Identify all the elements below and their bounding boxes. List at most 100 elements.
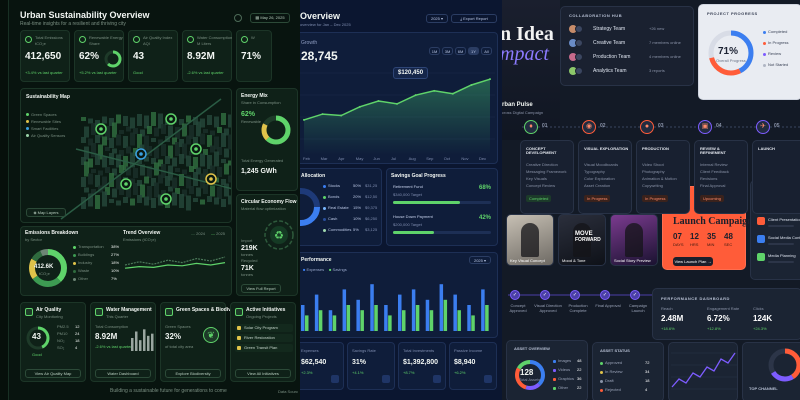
emissions-slice[interactable] xyxy=(29,249,67,287)
performance-bar[interactable] xyxy=(314,294,319,331)
asset-slice[interactable] xyxy=(515,360,545,390)
growth-point[interactable] xyxy=(303,118,305,121)
task-checkbox[interactable] xyxy=(768,225,794,227)
performance-bar[interactable] xyxy=(346,305,351,331)
year-select[interactable]: 2025 ▾ xyxy=(426,14,448,23)
step-card[interactable]: PRODUCTION Video Shoot Photography Animatio… xyxy=(636,140,690,214)
growth-point[interactable] xyxy=(451,92,454,95)
performance-bar[interactable] xyxy=(301,305,305,331)
performance-bar[interactable] xyxy=(318,310,323,331)
performance-bar[interactable] xyxy=(411,289,416,331)
growth-point[interactable] xyxy=(377,100,380,102)
milestone-icon[interactable]: ✓ xyxy=(510,290,520,300)
step-card[interactable]: VISUAL EXPLORATION Visual Moodboards Typog… xyxy=(578,140,632,214)
map-legend-item[interactable]: Renewable Sites xyxy=(26,110,61,128)
period-tab[interactable]: 3M xyxy=(442,47,453,55)
map-layers-button[interactable]: ◈ Map Layers xyxy=(26,208,66,217)
step-icon[interactable]: ● xyxy=(640,120,654,134)
milestone-icon[interactable]: ✓ xyxy=(570,290,580,300)
asset-slice[interactable] xyxy=(515,360,545,390)
map-legend-item[interactable]: Green Spaces xyxy=(26,103,57,121)
emissions-slice[interactable] xyxy=(29,249,67,287)
performance-bar[interactable] xyxy=(332,315,337,331)
performance-bar[interactable] xyxy=(360,310,364,331)
performance-bar[interactable] xyxy=(384,305,388,331)
performance-year-select[interactable]: 2025 ▾ xyxy=(469,256,491,264)
performance-bar[interactable] xyxy=(457,310,461,331)
visual-tile[interactable]: Key Visual Concept xyxy=(506,214,554,266)
initiative-item[interactable]: Solar City Program xyxy=(235,324,293,332)
kpi-card[interactable]: W 71% xyxy=(236,30,272,82)
milestone-icon[interactable]: ✓ xyxy=(600,290,610,300)
performance-bar[interactable] xyxy=(402,310,406,331)
kpi-card[interactable]: Total Emissions tCO₂e 412,650 +3.4% vs last… xyxy=(20,30,70,82)
performance-bar[interactable] xyxy=(471,315,475,331)
date-picker[interactable]: ▦ May 26, 2025 xyxy=(250,13,290,23)
milestone-icon[interactable]: ✓ xyxy=(630,290,640,300)
kpi-card[interactable]: Water Consumption M Liters 8.92M -2.6% vs l… xyxy=(182,30,232,82)
team-avatar[interactable] xyxy=(569,39,577,47)
growth-point[interactable] xyxy=(433,89,436,92)
step-card[interactable]: LAUNCH xyxy=(752,140,800,214)
performance-bar[interactable] xyxy=(388,315,392,331)
milestone-icon[interactable]: ✓ xyxy=(540,290,550,300)
launch-plan-button[interactable]: View Launch Plan → xyxy=(673,257,713,266)
bottom-card-button[interactable]: Explore Biodiversity xyxy=(165,369,221,378)
bottom-card-button[interactable]: View Air Quality Map xyxy=(25,369,81,378)
period-tab[interactable]: All xyxy=(481,47,492,55)
initiative-item[interactable]: River Restoration xyxy=(235,334,293,342)
initiative-item[interactable]: Green Transit Plan xyxy=(235,344,293,352)
performance-bar[interactable] xyxy=(356,299,360,331)
visual-tile[interactable]: MOVE FORWARD Mood & Tone xyxy=(558,214,606,266)
asset-slice[interactable] xyxy=(515,360,545,390)
team-avatar[interactable] xyxy=(569,67,577,75)
step-icon[interactable]: ♦ xyxy=(524,120,538,134)
step-icon[interactable]: ✈ xyxy=(756,120,770,134)
step-card[interactable]: REVIEW & REFINEMENT Internal Review Client… xyxy=(694,140,748,214)
kpi-card[interactable]: Air Quality Index AQI 43 Good xyxy=(128,30,178,82)
emissions-slice[interactable] xyxy=(29,249,67,287)
notification-icon[interactable] xyxy=(234,14,242,22)
full-report-button[interactable]: View Full Report xyxy=(241,284,281,293)
team-avatar[interactable] xyxy=(569,25,577,33)
performance-bar[interactable] xyxy=(453,294,457,331)
growth-point[interactable] xyxy=(414,94,417,97)
task-checkbox[interactable] xyxy=(768,243,794,245)
performance-bar[interactable] xyxy=(481,289,485,331)
performance-bar[interactable] xyxy=(370,284,374,331)
period-tab[interactable]: 1M xyxy=(429,47,440,55)
performance-bar[interactable] xyxy=(425,299,430,331)
performance-bar[interactable] xyxy=(439,284,444,331)
map-legend-item[interactable]: Smart Facilities xyxy=(26,117,58,135)
export-report-button[interactable]: ⤓ Export Report xyxy=(451,14,497,23)
performance-bar[interactable] xyxy=(485,305,489,331)
performance-bar[interactable] xyxy=(467,305,471,331)
period-tab[interactable]: 1Y xyxy=(468,47,479,55)
team-avatar[interactable] xyxy=(575,25,583,33)
performance-bar[interactable] xyxy=(328,310,333,331)
bottom-card-button[interactable]: View All Initiatives xyxy=(235,369,291,378)
visual-tile[interactable]: Social Story Preview xyxy=(610,214,658,266)
team-avatar[interactable] xyxy=(575,67,583,75)
step-icon[interactable]: ◉ xyxy=(582,120,596,134)
performance-bar[interactable] xyxy=(443,299,448,331)
period-tab[interactable]: 6M xyxy=(455,47,466,55)
bottom-card-button[interactable]: Water Dashboard xyxy=(95,369,151,378)
map-legend-item[interactable]: Air Quality Sensors xyxy=(26,124,65,142)
performance-bar[interactable] xyxy=(415,305,420,331)
task-checkbox[interactable] xyxy=(768,261,794,263)
performance-bar[interactable] xyxy=(398,294,402,331)
growth-point[interactable] xyxy=(340,114,343,117)
growth-point[interactable] xyxy=(470,84,473,86)
performance-bar[interactable] xyxy=(374,305,378,331)
performance-bar[interactable] xyxy=(429,310,434,331)
growth-point[interactable] xyxy=(321,113,324,116)
team-avatar[interactable] xyxy=(575,39,583,47)
step-icon[interactable]: ▣ xyxy=(698,120,712,134)
team-avatar[interactable] xyxy=(575,53,583,61)
performance-bar[interactable] xyxy=(342,289,347,331)
performance-bar[interactable] xyxy=(305,315,309,331)
growth-point[interactable] xyxy=(489,78,491,81)
growth-point[interactable] xyxy=(396,102,398,105)
step-card[interactable]: CONCEPT DEVELOPMENT Creative Direction Mes… xyxy=(520,140,574,214)
